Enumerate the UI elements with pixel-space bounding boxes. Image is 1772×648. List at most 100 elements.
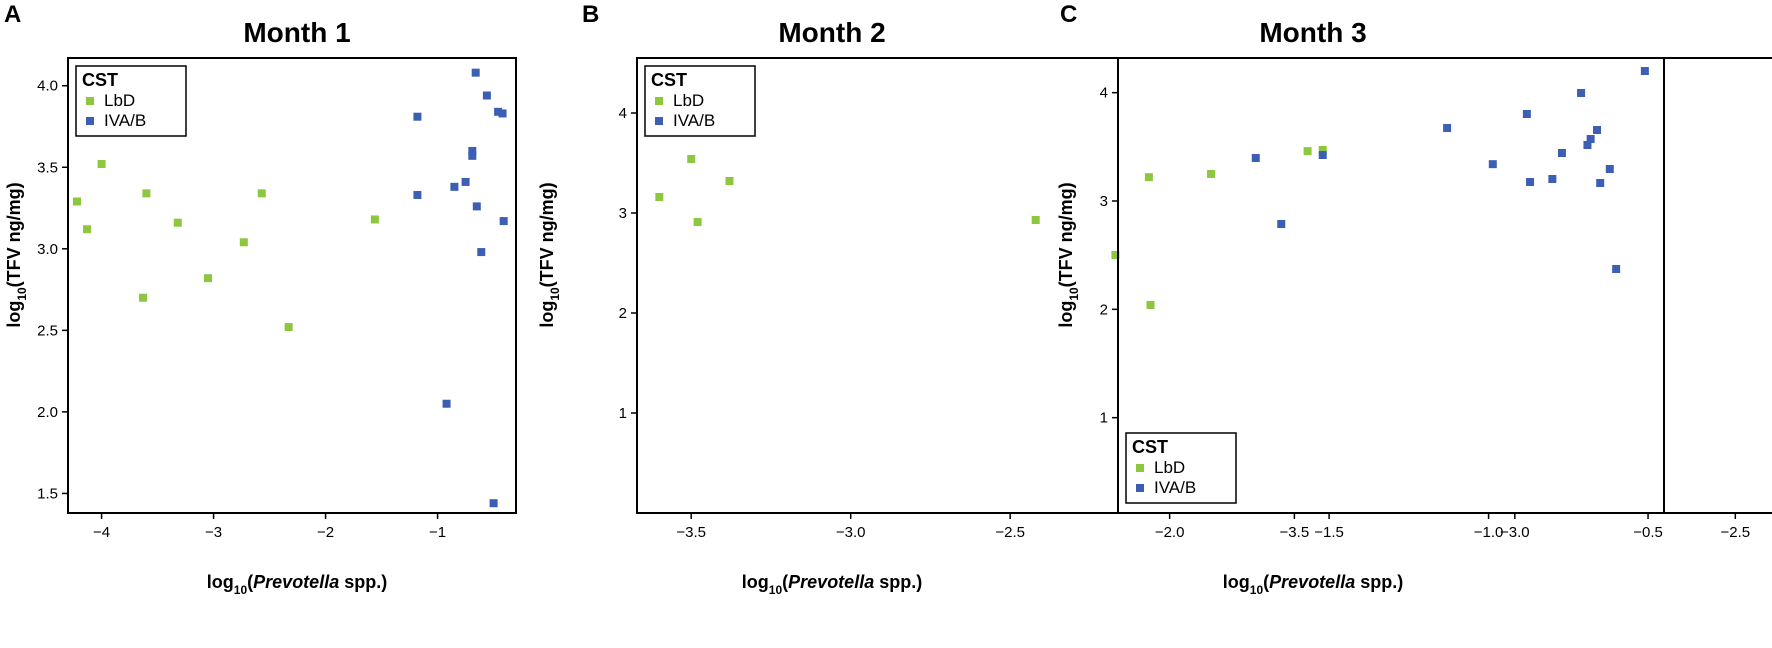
- data-point-ivab: [1587, 135, 1595, 143]
- y-tick-label: 3.5: [37, 159, 58, 176]
- data-point-lbd: [1145, 173, 1153, 181]
- data-point-lbd: [687, 155, 695, 163]
- data-point-ivab: [1277, 220, 1285, 228]
- data-point-ivab: [443, 400, 451, 408]
- data-point-ivab: [1319, 151, 1327, 159]
- x-tick-label: −1.0: [1474, 524, 1504, 541]
- data-point-ivab: [499, 109, 507, 117]
- data-point-lbd: [174, 219, 182, 227]
- data-point-ivab: [462, 178, 470, 186]
- data-point-ivab: [1548, 175, 1556, 183]
- panel-letter: B: [582, 1, 599, 28]
- data-point-ivab: [1596, 179, 1604, 187]
- data-point-lbd: [83, 225, 91, 233]
- x-axis-label: log10(Prevotella spp.): [1223, 572, 1403, 597]
- data-point-ivab: [413, 113, 421, 121]
- data-point-lbd: [204, 274, 212, 282]
- y-tick-label: 1: [1100, 410, 1108, 427]
- data-point-ivab: [413, 191, 421, 199]
- data-point-lbd: [285, 323, 293, 331]
- legend-marker: [86, 97, 94, 105]
- data-point-lbd: [371, 215, 379, 223]
- x-tick-label: −2.5: [1720, 524, 1750, 541]
- y-axis-label: log10(TFV ng/mg): [4, 182, 29, 327]
- legend-label: IVA/B: [673, 111, 715, 130]
- data-point-lbd: [139, 294, 147, 302]
- y-tick-label: 3.0: [37, 241, 58, 258]
- legend-label: LbD: [673, 91, 704, 110]
- data-point-lbd: [98, 160, 106, 168]
- legend-label: LbD: [1154, 458, 1185, 477]
- data-point-ivab: [1641, 67, 1649, 75]
- y-tick-label: 4: [619, 105, 627, 122]
- chart-title: Month 3: [1259, 17, 1366, 48]
- data-point-ivab: [477, 248, 485, 256]
- legend-marker: [1136, 464, 1144, 472]
- data-point-ivab: [1606, 165, 1614, 173]
- legend-marker: [1136, 484, 1144, 492]
- data-point-lbd: [1207, 170, 1215, 178]
- data-point-lbd: [1147, 301, 1155, 309]
- panel-letter: A: [4, 1, 21, 28]
- panel-a: A Month 1 −4 −3 −2 −1 1.5 2.0 2.5 3.0 3.5 4.0 log10(…: [4, 1, 516, 597]
- data-point-lbd: [1032, 216, 1040, 224]
- x-tick-label: −3: [205, 524, 222, 541]
- data-point-ivab: [1523, 110, 1531, 118]
- data-point-ivab: [468, 152, 476, 160]
- y-axis-label: log10(TFV ng/mg): [1056, 182, 1081, 327]
- x-tick-label: −3.5: [676, 524, 706, 541]
- data-point-lbd: [240, 238, 248, 246]
- legend-marker: [655, 117, 663, 125]
- y-tick-label: 2.5: [37, 322, 58, 339]
- figure: A Month 1 −4 −3 −2 −1 1.5 2.0 2.5 3.0 3.5 4.0 log10(…: [0, 0, 1772, 648]
- y-tick-label: 1: [619, 405, 627, 422]
- legend-title: CST: [82, 70, 118, 90]
- x-tick-label: −3.5: [1280, 524, 1310, 541]
- chart-title: Month 1: [243, 17, 350, 48]
- data-point-lbd: [73, 198, 81, 206]
- data-point-ivab: [490, 499, 498, 507]
- data-point-lbd: [725, 177, 733, 185]
- panel-letter: C: [1060, 1, 1077, 28]
- x-tick-label: −2.0: [1155, 524, 1185, 541]
- data-point-ivab: [1443, 124, 1451, 132]
- legend-label: IVA/B: [104, 111, 146, 130]
- data-point-ivab: [1526, 178, 1534, 186]
- x-tick-label: −3.0: [836, 524, 866, 541]
- data-point-lbd: [142, 189, 150, 197]
- y-tick-label: 2.0: [37, 404, 58, 421]
- y-tick-label: 3: [619, 205, 627, 222]
- x-tick-label: −2.5: [995, 524, 1025, 541]
- legend-title: CST: [1132, 437, 1168, 457]
- data-point-ivab: [450, 183, 458, 191]
- legend-label: IVA/B: [1154, 478, 1196, 497]
- chart-title: Month 2: [778, 17, 885, 48]
- x-tick-label: −0.5: [1633, 524, 1663, 541]
- y-tick-label: 4: [1100, 85, 1108, 102]
- data-point-ivab: [1612, 265, 1620, 273]
- y-tick-label: 4.0: [37, 78, 58, 95]
- data-point-lbd: [1304, 147, 1312, 155]
- x-tick-label: −4: [93, 524, 110, 541]
- data-point-lbd: [258, 189, 266, 197]
- data-point-ivab: [1593, 126, 1601, 134]
- data-point-ivab: [473, 202, 481, 210]
- data-point-ivab: [483, 92, 491, 100]
- x-tick-label: −1: [429, 524, 446, 541]
- data-point-ivab: [1558, 149, 1566, 157]
- y-axis-label: log10(TFV ng/mg): [537, 182, 562, 327]
- legend-label: LbD: [104, 91, 135, 110]
- legend-marker: [86, 117, 94, 125]
- x-tick-label: −3.0: [1500, 524, 1530, 541]
- data-point-ivab: [500, 217, 508, 225]
- x-tick-label: −2: [317, 524, 334, 541]
- y-tick-label: 1.5: [37, 485, 58, 502]
- data-point-lbd: [694, 218, 702, 226]
- x-axis-label: log10(Prevotella spp.): [207, 572, 387, 597]
- data-point-ivab: [472, 69, 480, 77]
- data-point-lbd: [655, 193, 663, 201]
- data-point-ivab: [1577, 89, 1585, 97]
